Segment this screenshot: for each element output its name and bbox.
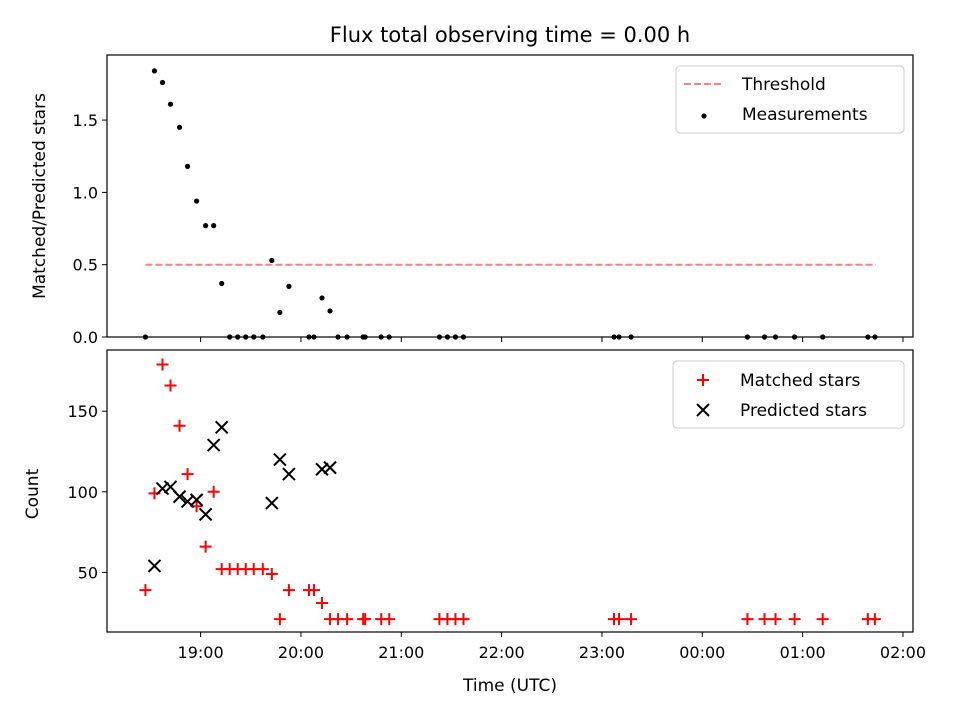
predicted-star-point <box>198 507 213 522</box>
matched-star-point <box>741 613 754 626</box>
bottom-y-ticks: 50 100 150 <box>67 402 107 582</box>
top-panel: 0.0 0.5 1.0 1.5 Matched/Predicted stars Thr… <box>30 54 914 347</box>
measurement-point <box>203 223 209 229</box>
bottom-panel: 50 100 150 19:00 20:00 21:00 22:00 23:00 00:00 0… <box>23 349 926 662</box>
top-y-tick-label: 1.5 <box>73 111 98 130</box>
x-tick-label: 22:00 <box>479 643 525 662</box>
measurement-point <box>219 280 225 287</box>
top-legend: Threshold Measurements <box>675 65 905 134</box>
measurement-point <box>269 257 275 263</box>
measurement-point <box>167 101 174 107</box>
top-legend-box <box>675 65 905 134</box>
matched-star-point <box>625 613 638 626</box>
predicted-star-point <box>206 438 221 452</box>
predicted-star-point <box>214 420 229 435</box>
measurement-point <box>327 308 333 314</box>
predicted-star-point <box>315 462 329 476</box>
matched-star-point <box>156 358 169 371</box>
matched-star-point <box>613 613 626 626</box>
bottom-legend-box <box>672 360 905 429</box>
matched-star-point <box>788 613 801 626</box>
legend-measurements-swatch <box>701 113 707 119</box>
measurement-point <box>319 295 325 301</box>
measurement-point <box>277 309 283 316</box>
bottom-marks <box>139 358 881 626</box>
matched-star-point <box>307 584 320 597</box>
matched-star-point <box>173 419 186 432</box>
matched-star-point <box>139 584 152 597</box>
matched-star-point <box>383 613 396 626</box>
predicted-star-point <box>189 493 204 507</box>
top-y-axis-label: Matched/Predicted stars <box>30 93 50 299</box>
x-tick-label: 19:00 <box>178 643 224 662</box>
matched-star-point <box>199 540 212 553</box>
matched-star-point <box>341 613 354 626</box>
matched-star-point <box>273 613 286 626</box>
measurement-point <box>286 283 292 289</box>
measurement-point <box>159 79 166 86</box>
bottom-y-axis-label: Count <box>23 468 43 519</box>
top-marks <box>142 68 878 340</box>
x-tick-label: 02:00 <box>880 643 926 662</box>
top-y-tick-label: 1.0 <box>73 183 98 202</box>
matched-star-point <box>359 613 372 626</box>
bottom-y-tick-label: 150 <box>67 402 98 421</box>
measurement-point <box>184 163 191 169</box>
legend-measurements-label: Measurements <box>742 105 868 125</box>
measurement-point <box>194 198 200 204</box>
matched-star-point <box>868 613 881 626</box>
x-tick-label: 21:00 <box>378 643 424 662</box>
predicted-star-point <box>155 481 170 496</box>
bottom-y-tick-label: 50 <box>78 563 98 582</box>
legend-predicted-label: Predicted stars <box>740 401 867 421</box>
top-x-ticks <box>200 337 904 342</box>
matched-star-point <box>265 567 278 580</box>
matched-star-point <box>164 379 177 392</box>
matched-star-point <box>316 596 329 609</box>
measurement-point <box>211 223 217 229</box>
measurement-point <box>151 68 158 74</box>
legend-matched-swatch <box>697 374 709 386</box>
bottom-legend: Matched stars Predicted stars <box>672 360 905 429</box>
top-y-tick-label: 0.5 <box>73 256 98 275</box>
bottom-y-tick-label: 100 <box>67 483 98 502</box>
x-tick-label: 20:00 <box>278 643 324 662</box>
x-tick-label: 01:00 <box>780 643 826 662</box>
predicted-star-point <box>273 452 287 467</box>
top-axes-frame <box>106 54 914 338</box>
matched-star-point <box>282 584 295 597</box>
legend-predicted-swatch <box>696 403 710 417</box>
legend-matched-label: Matched stars <box>740 371 860 391</box>
predicted-star-point <box>265 496 279 510</box>
matched-star-point <box>769 613 782 626</box>
matched-star-point <box>256 563 269 576</box>
matched-star-point <box>758 613 771 626</box>
x-axis-label: Time (UTC) <box>462 676 557 696</box>
x-tick-label: 23:00 <box>579 643 625 662</box>
chart-title: Flux total observing time = 0.00 h <box>330 23 690 47</box>
predicted-star-point <box>147 559 162 573</box>
matched-star-point <box>457 613 470 626</box>
legend-threshold-label: Threshold <box>741 75 826 95</box>
bottom-axes-frame <box>106 349 914 633</box>
top-y-ticks: 0.0 0.5 1.0 1.5 <box>73 111 107 347</box>
matched-star-point <box>207 485 220 498</box>
predicted-star-point <box>282 467 296 481</box>
predicted-star-point <box>323 460 337 475</box>
matched-star-point <box>816 613 829 626</box>
matched-star-point <box>181 468 194 481</box>
x-tick-label: 00:00 <box>679 643 725 662</box>
top-y-tick-label: 0.0 <box>73 328 98 347</box>
bottom-x-ticks: 19:00 20:00 21:00 22:00 23:00 00:00 01:00 02:00 <box>178 632 926 662</box>
measurement-point <box>176 124 183 130</box>
predicted-star-point <box>172 489 187 504</box>
